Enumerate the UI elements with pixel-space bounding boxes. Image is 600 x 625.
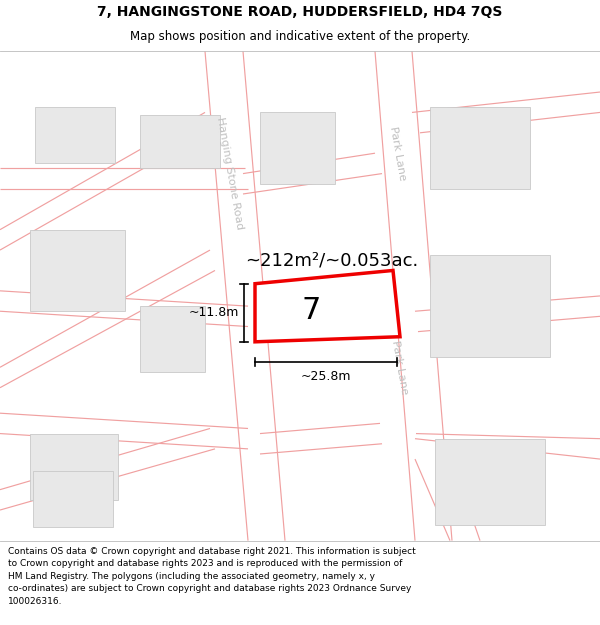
Bar bbox=[33, 471, 113, 528]
Text: Hanging Stone Road: Hanging Stone Road bbox=[215, 116, 245, 231]
Bar bbox=[140, 306, 205, 372]
Text: Contains OS data © Crown copyright and database right 2021. This information is : Contains OS data © Crown copyright and d… bbox=[8, 546, 416, 606]
Bar bbox=[30, 229, 125, 311]
Text: 7: 7 bbox=[301, 296, 320, 325]
Bar bbox=[430, 107, 530, 189]
Text: ~11.8m: ~11.8m bbox=[188, 306, 239, 319]
Text: Park Lane: Park Lane bbox=[388, 126, 407, 181]
Bar bbox=[430, 255, 550, 357]
Text: ~25.8m: ~25.8m bbox=[301, 371, 351, 383]
Bar bbox=[140, 116, 220, 169]
Bar bbox=[260, 112, 335, 184]
Bar bbox=[35, 107, 115, 163]
Text: 7, HANGINGSTONE ROAD, HUDDERSFIELD, HD4 7QS: 7, HANGINGSTONE ROAD, HUDDERSFIELD, HD4 … bbox=[97, 5, 503, 19]
Bar bbox=[30, 434, 118, 500]
Text: ~212m²/~0.053ac.: ~212m²/~0.053ac. bbox=[245, 251, 418, 269]
Polygon shape bbox=[255, 271, 400, 342]
Bar bbox=[435, 439, 545, 526]
Text: Map shows position and indicative extent of the property.: Map shows position and indicative extent… bbox=[130, 31, 470, 43]
Text: Park Lane: Park Lane bbox=[391, 339, 410, 395]
